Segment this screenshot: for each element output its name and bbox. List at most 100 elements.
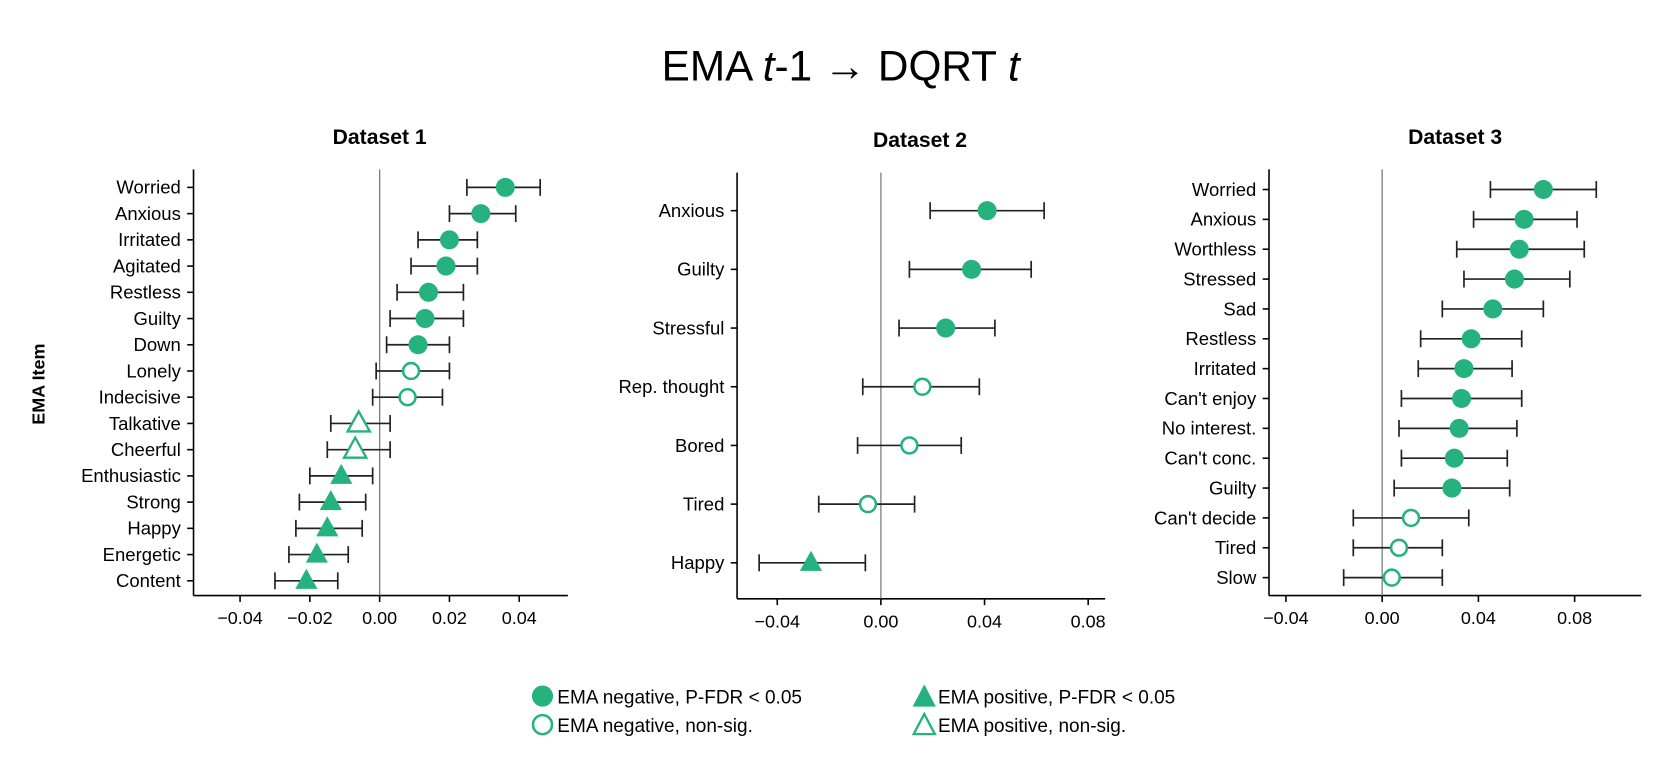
point-marker-open-circle xyxy=(1389,538,1409,557)
legend-label: EMA positive, non-sig. xyxy=(938,716,1126,737)
data-row: Energetic xyxy=(103,542,350,565)
point-marker-open-circle xyxy=(401,361,421,381)
data-row: Can't decide xyxy=(1154,507,1470,528)
category-label: Slow xyxy=(1216,567,1257,588)
panel-dataset-3: Dataset 3 −0.04 0.00 0.04 0.08 Worried Anxious… xyxy=(1154,126,1642,628)
x-tick-label: 0.00 xyxy=(362,608,397,628)
point-marker-filled-circle xyxy=(1452,388,1472,409)
category-label: Happy xyxy=(671,552,725,573)
category-label: No interest. xyxy=(1162,418,1257,439)
data-row: Slow xyxy=(1216,567,1444,588)
category-label: Restless xyxy=(1185,328,1256,349)
panel-dataset-2: Dataset 2 −0.04 0.00 0.04 0.08 Anxious Guilty S… xyxy=(618,129,1105,631)
legend-item-negative-nonsig: EMA negative, non-sig. xyxy=(531,713,753,737)
data-row: Happy xyxy=(127,516,364,539)
category-label: Bored xyxy=(675,435,724,456)
legend-item-positive-nonsig: EMA positive, non-sig. xyxy=(911,711,1126,737)
point-marker-filled-circle xyxy=(1461,329,1481,349)
data-row: Guilty xyxy=(677,259,1033,280)
category-label: Down xyxy=(134,334,181,355)
point-marker-filled-circle xyxy=(1514,209,1534,229)
data-row: Guilty xyxy=(134,308,465,329)
data-row: Down xyxy=(134,334,451,355)
category-label: Stressful xyxy=(652,317,724,338)
category-label: Anxious xyxy=(115,203,181,224)
data-row: Strong xyxy=(126,490,367,512)
legend-label: EMA negative, non-sig. xyxy=(557,716,753,737)
data-row: Anxious xyxy=(659,200,1045,221)
data-row: Stressful xyxy=(652,317,996,338)
data-row: Worthless xyxy=(1174,239,1586,260)
category-label: Irritated xyxy=(1194,358,1257,379)
x-tick-label: −0.02 xyxy=(287,608,332,628)
category-label: Can't conc. xyxy=(1164,448,1256,469)
point-marker-filled-circle xyxy=(1533,179,1553,200)
point-marker-filled-circle xyxy=(415,309,435,329)
data-row: Tired xyxy=(1215,537,1444,558)
x-tick-label: 0.04 xyxy=(967,611,1002,631)
data-row: Anxious xyxy=(1190,209,1578,230)
category-label: Anxious xyxy=(659,200,725,221)
point-marker-filled-circle xyxy=(408,335,428,355)
data-row: Content xyxy=(116,568,339,591)
category-label: Stressed xyxy=(1183,268,1256,289)
data-row: Lonely xyxy=(126,360,451,381)
panel-title: Dataset 2 xyxy=(873,129,967,152)
category-label: Can't enjoy xyxy=(1164,388,1257,409)
data-row: Worried xyxy=(116,177,542,198)
category-label: Guilty xyxy=(1209,477,1257,498)
point-marker-filled-circle xyxy=(1444,448,1464,468)
point-marker-filled-triangle xyxy=(316,516,339,537)
point-marker-filled-circle xyxy=(977,201,997,221)
point-marker-filled-circle xyxy=(439,230,459,250)
data-row: Anxious xyxy=(115,203,517,224)
category-label: Strong xyxy=(126,491,181,512)
data-row: Talkative xyxy=(109,408,391,434)
data-row: Enthusiastic xyxy=(81,463,374,486)
category-label: Talkative xyxy=(109,413,181,434)
point-marker-filled-circle xyxy=(1504,269,1525,289)
point-marker-filled-circle xyxy=(962,259,982,279)
category-label: Can't decide xyxy=(1154,507,1256,528)
data-row: Worried xyxy=(1192,179,1598,200)
open-circle-icon xyxy=(531,713,554,736)
point-marker-open-circle xyxy=(1382,568,1401,587)
data-row: Happy xyxy=(671,550,867,573)
data-row: Bored xyxy=(675,435,963,456)
legend: EMA negative, P-FDR < 0.05 EMA positive,… xyxy=(531,684,1175,737)
x-tick-label: 0.04 xyxy=(1461,608,1496,628)
point-marker-filled-circle xyxy=(418,282,439,302)
category-label: Guilty xyxy=(134,308,182,329)
open-triangle-icon xyxy=(911,711,937,736)
point-marker-filled-triangle xyxy=(305,542,328,563)
data-row: Rep. thought xyxy=(618,376,981,397)
x-tick-label: 0.04 xyxy=(502,608,537,628)
panel-title: Dataset 3 xyxy=(1408,126,1502,149)
category-label: Irritated xyxy=(118,229,181,250)
filled-circle-icon xyxy=(531,685,554,707)
point-marker-open-circle xyxy=(900,436,919,455)
category-label: Rep. thought xyxy=(618,376,724,397)
x-tick-label: 0.00 xyxy=(863,611,898,631)
legend-label: EMA positive, P-FDR < 0.05 xyxy=(938,687,1175,708)
data-row: Restless xyxy=(1185,328,1523,349)
point-marker-open-circle xyxy=(913,377,932,396)
point-marker-filled-circle xyxy=(471,204,491,224)
figure-title: EMA t-1 → DQRT t xyxy=(662,43,1022,90)
x-tick-label: 0.08 xyxy=(1071,611,1106,631)
category-label: Tired xyxy=(1215,537,1256,558)
x-tick-label: −0.04 xyxy=(217,608,262,628)
point-marker-filled-circle xyxy=(1509,239,1529,259)
point-marker-open-circle xyxy=(398,388,417,407)
data-row: No interest. xyxy=(1162,418,1518,439)
data-row: Restless xyxy=(110,282,465,303)
category-label: Tired xyxy=(683,493,724,514)
point-marker-filled-circle xyxy=(436,256,456,276)
x-tick-label: 0.02 xyxy=(432,608,467,628)
category-label: Guilty xyxy=(677,259,725,280)
category-label: Energetic xyxy=(103,544,181,565)
data-row: Can't enjoy xyxy=(1164,388,1523,409)
point-marker-filled-circle xyxy=(936,318,956,338)
category-label: Content xyxy=(116,570,181,591)
category-label: Happy xyxy=(127,518,181,539)
